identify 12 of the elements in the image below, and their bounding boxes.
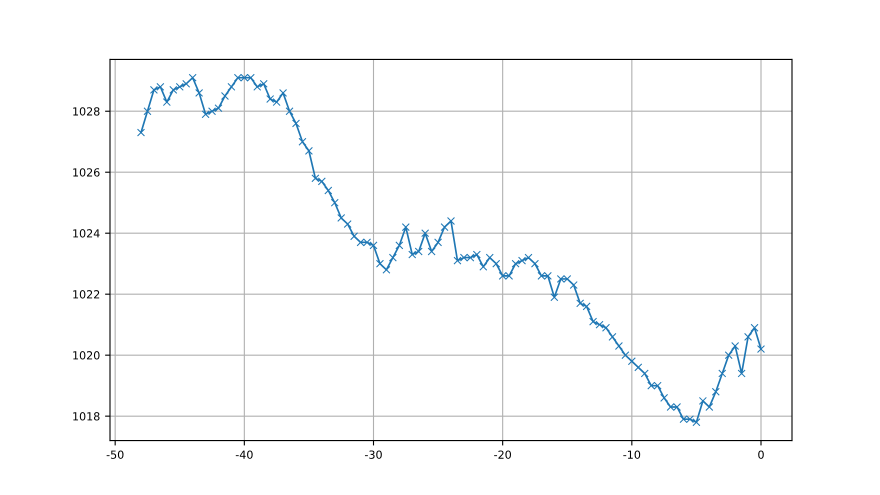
y-tick-label: 1022 <box>73 290 100 299</box>
y-tick-label: 1026 <box>73 168 100 177</box>
x-tick-label: -10 <box>623 450 640 459</box>
y-tick-label: 1020 <box>73 351 100 360</box>
x-tick-label: -20 <box>494 450 512 459</box>
y-tick-label: 1018 <box>73 412 100 421</box>
x-tick-label: -30 <box>364 450 382 459</box>
y-tick-label: 1028 <box>73 107 100 116</box>
x-tick-label: -50 <box>106 450 124 459</box>
x-tick-label: -40 <box>236 450 253 459</box>
y-tick-label: 1024 <box>73 229 100 238</box>
x-tick-label: 0 <box>758 450 764 459</box>
